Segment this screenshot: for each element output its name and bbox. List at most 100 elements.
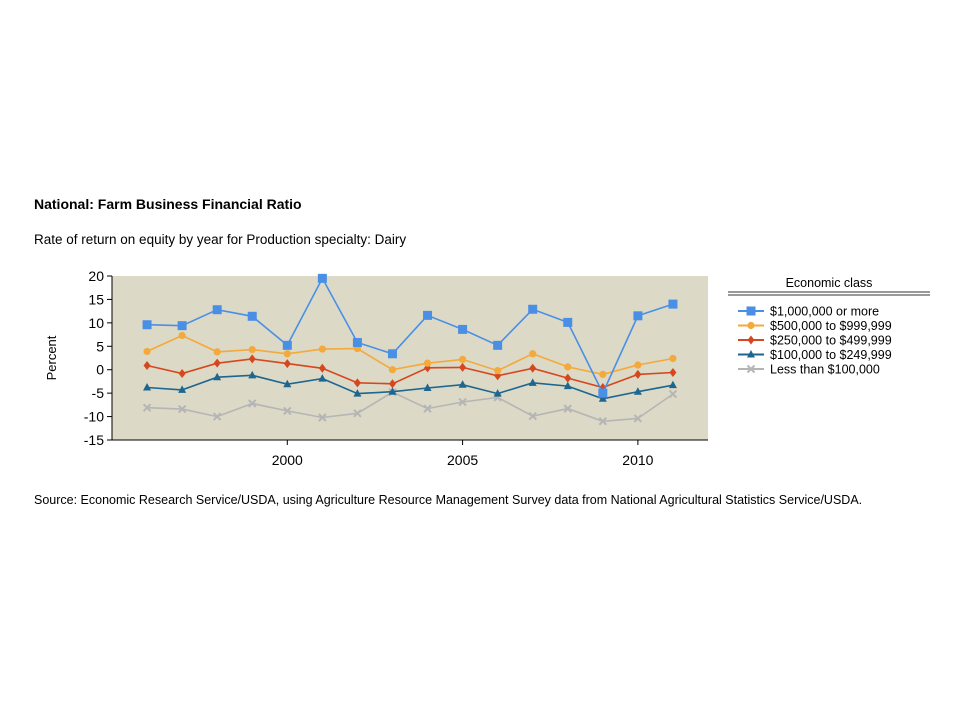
data-point bbox=[633, 311, 643, 321]
data-point bbox=[318, 374, 327, 382]
data-point bbox=[598, 394, 607, 402]
data-point bbox=[248, 354, 256, 364]
data-point bbox=[528, 411, 537, 421]
y-tick-label: -15 bbox=[84, 432, 104, 448]
data-point bbox=[143, 383, 152, 391]
data-point bbox=[213, 372, 222, 381]
data-point bbox=[458, 324, 468, 334]
data-point bbox=[283, 359, 291, 369]
data-point bbox=[669, 368, 677, 378]
series-line bbox=[147, 276, 674, 395]
legend-label: $1,000,000 or more bbox=[770, 305, 879, 319]
data-point bbox=[598, 417, 608, 426]
y-tick-label: 20 bbox=[88, 268, 104, 284]
data-point bbox=[142, 403, 152, 412]
legend-label: Less than $100,000 bbox=[770, 363, 880, 377]
data-point bbox=[177, 404, 187, 414]
data-point bbox=[564, 363, 572, 371]
data-point bbox=[563, 381, 572, 390]
data-point bbox=[353, 389, 362, 397]
legend-label: $250,000 to $499,999 bbox=[770, 334, 892, 348]
legend-item: $100,000 to $249,999 bbox=[738, 348, 892, 362]
y-tick-label: -10 bbox=[84, 409, 104, 425]
data-point bbox=[213, 348, 221, 356]
data-point bbox=[212, 412, 222, 421]
data-point bbox=[177, 321, 187, 331]
data-point bbox=[423, 310, 433, 320]
data-point bbox=[178, 385, 187, 393]
data-point bbox=[283, 406, 292, 416]
legend-item: $1,000,000 or more bbox=[738, 305, 879, 319]
legend-item: $500,000 to $999,999 bbox=[738, 319, 892, 333]
legend-swatch-marker bbox=[747, 335, 755, 345]
data-point bbox=[248, 399, 257, 408]
data-point bbox=[248, 370, 257, 379]
y-tick-label: 15 bbox=[88, 291, 104, 307]
legend-label: $100,000 to $249,999 bbox=[770, 348, 892, 362]
y-tick-label: 0 bbox=[96, 362, 104, 378]
legend: Economic class $1,000,000 or more$500,00… bbox=[728, 276, 930, 377]
data-point bbox=[423, 404, 432, 413]
legend-swatch-marker bbox=[747, 350, 755, 358]
x-tick-label: 2000 bbox=[272, 452, 303, 468]
data-point bbox=[388, 387, 397, 395]
data-point bbox=[459, 362, 467, 372]
data-point bbox=[633, 387, 642, 395]
data-point bbox=[142, 320, 152, 330]
data-point bbox=[248, 345, 256, 354]
data-point bbox=[213, 358, 221, 368]
data-point bbox=[387, 349, 397, 359]
data-point bbox=[283, 350, 291, 358]
data-point bbox=[528, 304, 538, 314]
data-point bbox=[494, 367, 502, 375]
data-point bbox=[493, 340, 503, 350]
data-point bbox=[388, 379, 396, 389]
legend-item: $250,000 to $499,999 bbox=[738, 334, 892, 348]
y-axis-label: Percent bbox=[44, 335, 59, 380]
data-point bbox=[563, 404, 572, 413]
data-point bbox=[318, 345, 326, 353]
y-tick-label: -5 bbox=[92, 385, 105, 401]
data-point bbox=[458, 380, 467, 388]
data-point bbox=[493, 389, 502, 397]
legend-title: Economic class bbox=[786, 276, 873, 290]
axes: 20 15 10 5 0 -5 -10 -15 2000 2005 2010 bbox=[84, 268, 708, 468]
data-point bbox=[458, 355, 467, 364]
data-point bbox=[318, 413, 327, 422]
data-point bbox=[598, 388, 608, 398]
x-tick-label: 2005 bbox=[447, 452, 478, 468]
series-line bbox=[146, 334, 674, 376]
data-point bbox=[633, 414, 643, 423]
data-point bbox=[634, 361, 642, 369]
series-line bbox=[147, 391, 674, 423]
legend-swatch-marker bbox=[746, 364, 756, 374]
series-0 bbox=[142, 273, 678, 398]
chart-title: National: Farm Business Financial Ratio bbox=[34, 196, 302, 212]
chart-subtitle: Rate of return on equity by year for Pro… bbox=[34, 232, 407, 247]
data-point bbox=[178, 331, 186, 340]
y-tick-label: 10 bbox=[88, 315, 104, 331]
data-point bbox=[634, 369, 642, 379]
series-1 bbox=[143, 331, 677, 378]
data-point bbox=[423, 383, 432, 391]
data-point bbox=[247, 311, 257, 321]
data-point bbox=[283, 379, 292, 388]
data-point bbox=[388, 366, 397, 374]
data-point bbox=[212, 305, 222, 315]
x-tick-label: 2010 bbox=[622, 452, 653, 468]
series-3 bbox=[143, 370, 677, 402]
data-point bbox=[423, 359, 432, 367]
data-point bbox=[529, 350, 537, 358]
data-point bbox=[458, 397, 467, 407]
legend-swatch-marker bbox=[746, 306, 756, 316]
data-point bbox=[143, 347, 151, 356]
series-line bbox=[147, 374, 674, 400]
data-point bbox=[528, 378, 537, 386]
data-point bbox=[668, 299, 678, 309]
legend-label: $500,000 to $999,999 bbox=[770, 319, 892, 333]
source-note: Source: Economic Research Service/USDA, … bbox=[34, 493, 863, 507]
data-point bbox=[668, 380, 677, 389]
data-point bbox=[563, 317, 573, 327]
series-lines bbox=[142, 273, 678, 426]
